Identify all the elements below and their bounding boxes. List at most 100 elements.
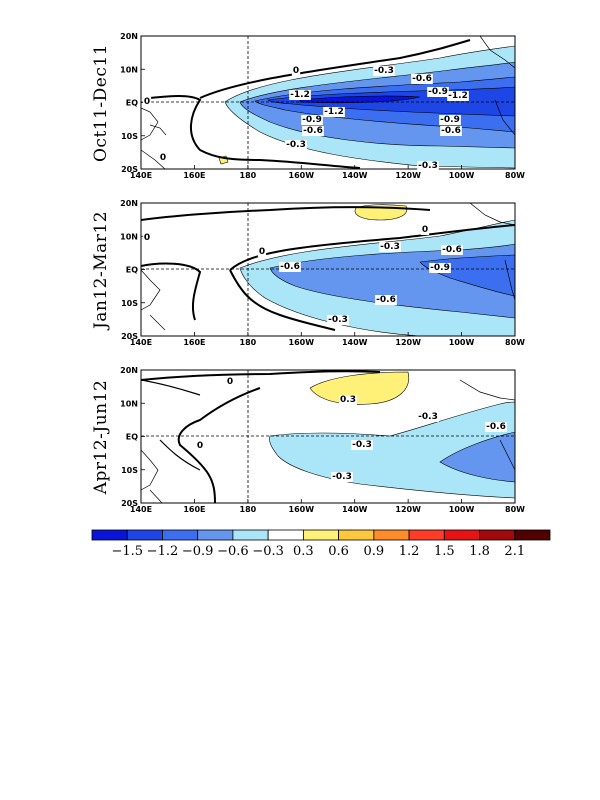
contour-label: -0.6	[376, 295, 396, 305]
contour-label: -1.2	[324, 107, 344, 117]
colorbar-swatch	[338, 529, 375, 541]
colorbar-label: −1.5	[111, 544, 143, 559]
contour-label: 0	[144, 233, 150, 243]
contour-label: -0.9	[428, 87, 448, 97]
contour-label-bg	[142, 233, 152, 243]
contour-label-bg	[279, 262, 301, 272]
anomaly-region-neg15	[299, 95, 421, 104]
contour-label: -0.9	[440, 115, 460, 125]
colorbar-label: 0.3	[293, 544, 314, 559]
contour-label: -0.3	[418, 412, 438, 422]
contour-label-bg	[439, 115, 461, 125]
colorbar-boxes	[91, 529, 551, 541]
contour-label-bg	[195, 441, 205, 451]
lat-tick-label: 20N	[120, 32, 138, 41]
contour-label-bg	[417, 161, 439, 171]
contour-label: -0.3	[332, 472, 352, 482]
contour-label: 0	[197, 441, 203, 451]
contour-label-bg	[331, 472, 353, 482]
contour-label: 0	[259, 247, 265, 257]
contour-label-bg	[447, 91, 469, 101]
contour-label: -0.6	[412, 74, 432, 84]
colorbar-label: −0.9	[182, 544, 214, 559]
lon-tick-label: 160W	[289, 171, 315, 180]
lon-tick-label: 140W	[342, 171, 368, 180]
colorbar-swatch	[91, 529, 128, 541]
lat-tick-label: 10N	[120, 399, 138, 408]
contour-label-bg	[417, 412, 439, 422]
anomaly-region-neg03	[269, 401, 515, 499]
lon-tick-label: 120W	[395, 505, 421, 514]
contour-label-bg	[441, 245, 463, 255]
contour-label-bg	[289, 90, 311, 100]
contour-label: -0.6	[303, 126, 323, 136]
colorbar-swatch	[373, 529, 410, 541]
lon-tick-label: 100W	[449, 505, 475, 514]
lon-tick-label: 140E	[130, 171, 152, 180]
contour-label-bg	[375, 295, 397, 305]
anomaly-region-neg06	[439, 431, 515, 483]
contour-label: -0.9	[430, 263, 450, 273]
zero-contour	[141, 224, 515, 331]
colorbar-swatch	[302, 529, 340, 541]
contour-label: 0	[293, 66, 299, 76]
lat-tick-label: 20N	[120, 199, 138, 208]
axis-ticks: 140E 160E 180 160W 140W 120W 100W 80W 20N 10N EQ 10…	[120, 199, 525, 347]
lat-tick-label: 20N	[120, 366, 138, 375]
coastline	[141, 36, 515, 169]
lon-tick-label: 140W	[342, 338, 368, 347]
contour-label-bg	[373, 66, 395, 76]
colorbar-swatch	[408, 529, 445, 541]
colorbar-label: 2.1	[504, 544, 525, 559]
colorbar-label: 1.5	[434, 544, 455, 559]
panel-title: Apr12-Jun12	[91, 380, 111, 496]
zero-contour	[141, 206, 431, 221]
contour-label: -0.3	[286, 140, 306, 150]
lat-tick-label: 10S	[121, 132, 138, 141]
contour-label: 0	[144, 97, 150, 107]
colorbar-swatch	[162, 529, 199, 541]
panel-title: Jan12-Mar12	[91, 211, 111, 331]
colorbar-label: 0.6	[328, 544, 349, 559]
contour-label: -0.3	[374, 66, 394, 76]
lat-tick-label: 20S	[121, 165, 138, 174]
coastline	[141, 379, 515, 503]
contour-label: 0	[160, 153, 166, 163]
colorbar-swatch	[232, 529, 269, 541]
contour-label-bg	[411, 74, 433, 84]
lon-tick-label: 140W	[342, 505, 368, 514]
lat-tick-label: EQ	[126, 266, 138, 275]
coastline	[141, 203, 515, 331]
colorbar-label: 0.9	[364, 544, 385, 559]
contour-label-bg	[420, 225, 430, 235]
contour-label-bg	[429, 263, 451, 273]
contour-label-bg	[379, 242, 401, 252]
contour-label-bg	[142, 97, 152, 107]
zero-contour	[141, 370, 381, 503]
contour-label: -0.3	[352, 440, 372, 450]
lon-tick-label: 100W	[449, 171, 475, 180]
lon-tick-label: 120W	[395, 338, 421, 347]
contour-label-bg	[427, 87, 449, 97]
contour-label-bg	[225, 377, 235, 387]
contour-label: -0.6	[486, 422, 506, 432]
panel-title: Oct11-Dec11	[91, 44, 111, 162]
lat-tick-label: EQ	[126, 433, 138, 442]
contour-label: 0	[422, 225, 428, 235]
lon-tick-label: 180	[240, 505, 257, 514]
colorbar-swatch	[197, 529, 234, 541]
lon-tick-label: 160W	[289, 505, 315, 514]
contour-label-bg	[302, 126, 324, 136]
colorbar-label: −0.3	[252, 544, 284, 559]
contour-label-bg	[485, 422, 507, 432]
lat-tick-label: 20S	[121, 499, 138, 508]
contour-label: -1.2	[290, 90, 310, 100]
lon-tick-label: 120W	[395, 171, 421, 180]
contour-label: -0.3	[380, 242, 400, 252]
contour-label-bg	[440, 126, 462, 136]
lon-tick-label: 160E	[183, 171, 205, 180]
lon-tick-label: 80W	[505, 171, 525, 180]
contour-label-bg	[301, 115, 323, 125]
colorbar-swatch	[514, 529, 551, 541]
colorbar-label: −0.6	[217, 544, 249, 559]
